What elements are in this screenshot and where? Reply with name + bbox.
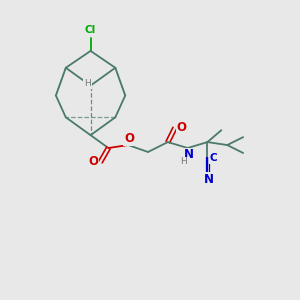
Text: O: O — [177, 121, 187, 134]
Text: N: N — [203, 173, 214, 186]
Text: H: H — [180, 158, 187, 166]
Text: O: O — [124, 132, 134, 145]
Text: Cl: Cl — [85, 25, 96, 35]
Text: H: H — [84, 79, 91, 88]
Text: O: O — [88, 155, 98, 168]
Text: N: N — [184, 148, 194, 161]
Text: C: C — [210, 153, 217, 163]
